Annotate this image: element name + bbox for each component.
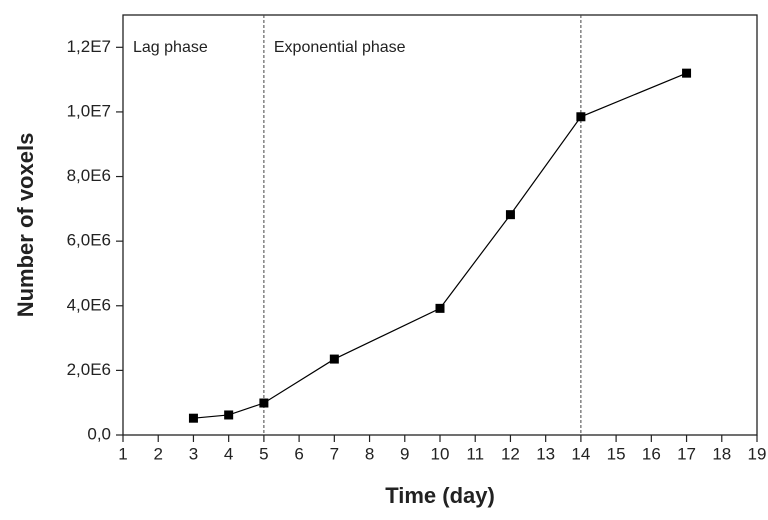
x-tick-label: 7 [330,444,339,463]
annotation: Exponential phase [274,39,406,56]
series-line [193,72,687,419]
y-axis-title: Number of voxels [13,133,38,318]
x-tick-label: 18 [712,444,731,463]
x-tick-label: 2 [153,444,162,463]
x-tick-label: 6 [294,444,303,463]
annotation: Lag phase [133,39,208,56]
plot-frame [122,14,758,436]
y-tick-label: 0,0 [87,424,111,443]
data-point [329,354,339,364]
x-axis-title: Time (day) [385,483,495,508]
x-tick-label: 15 [607,444,626,463]
y-tick-label: 1,0E7 [67,101,111,120]
x-tick-label: 10 [431,444,450,463]
x-tick-label: 4 [224,444,233,463]
y-tick-label: 1,2E7 [67,37,111,56]
x-tick-label: 14 [571,444,590,463]
x-tick-label: 9 [400,444,409,463]
data-point [576,112,586,122]
y-tick-label: 6,0E6 [67,231,111,250]
x-tick-label: 1 [118,444,127,463]
x-tick-label: 17 [677,444,696,463]
y-tick-label: 4,0E6 [67,295,111,314]
x-tick-label: 3 [189,444,198,463]
y-tick-label: 8,0E6 [67,166,111,185]
data-point [505,210,515,220]
x-tick-label: 11 [466,444,484,463]
x-tick-label: 5 [259,444,268,463]
x-tick-label: 19 [748,444,767,463]
data-point [188,413,198,423]
data-point [435,303,445,313]
x-tick-label: 13 [536,444,555,463]
data-point [682,68,692,78]
x-tick-label: 12 [501,444,520,463]
data-point [224,410,234,420]
x-tick-label: 16 [642,444,661,463]
data-point [259,398,269,408]
x-tick-label: 8 [365,444,374,463]
y-tick-label: 2,0E6 [67,360,111,379]
